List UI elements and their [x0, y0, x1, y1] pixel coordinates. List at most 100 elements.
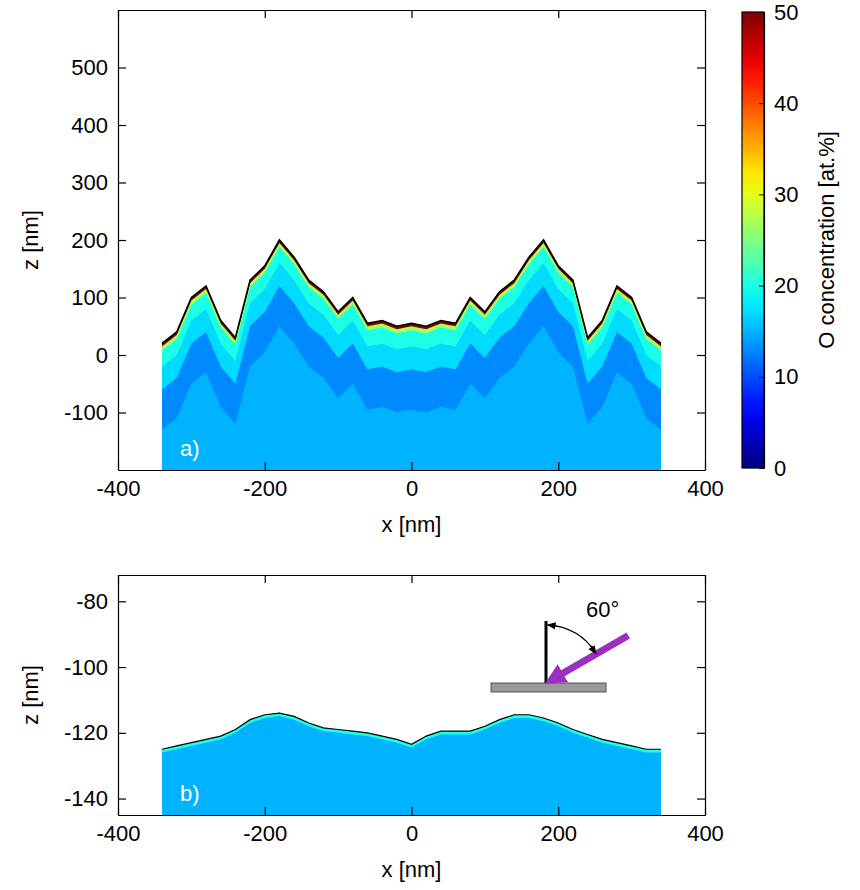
tick: 20: [759, 273, 798, 298]
tick-mark: [697, 355, 705, 356]
tick-mark: [558, 575, 559, 583]
panel-label: a): [180, 436, 200, 461]
concentration-layer: [162, 713, 661, 815]
plot-area: [162, 713, 661, 815]
tick-mark: [697, 733, 705, 734]
tick-mark: [558, 807, 559, 815]
tick-label: -80: [76, 589, 108, 614]
tick-mark: [265, 10, 266, 18]
tick-mark: [759, 377, 764, 378]
tick: 200: [540, 462, 577, 501]
tick-label: 10: [774, 364, 798, 389]
tick: -200: [243, 462, 287, 501]
panel-label: b): [180, 781, 200, 806]
tick-label: 0: [406, 476, 418, 501]
plot-area: [162, 240, 661, 470]
tick-label: -400: [96, 476, 140, 501]
tick-mark: [118, 412, 126, 413]
tick: 0: [96, 343, 126, 368]
tick: 10: [759, 364, 798, 389]
tick: -100: [64, 655, 126, 680]
tick: 400: [71, 113, 126, 138]
figure: -400-2000200400-1000100200300400500x [nm…: [0, 0, 860, 890]
axis: -400 -200 0 200 400: [96, 462, 723, 501]
tick-mark: [697, 667, 705, 668]
panel: -400-2000200400-140-120-100-80x [nm]z [n…: [18, 575, 724, 882]
axis: [697, 576, 706, 816]
x-axis-title: x [nm]: [382, 512, 442, 537]
angle-arrow: [548, 624, 557, 626]
tick: -200: [243, 807, 287, 846]
tick: [265, 10, 266, 18]
tick: [697, 355, 705, 356]
tick-mark: [411, 10, 412, 18]
tick: 40: [759, 91, 798, 116]
tick-label: -100: [64, 655, 108, 680]
tick: [412, 575, 413, 583]
tick-mark: [265, 807, 266, 815]
tick: 0: [406, 807, 418, 846]
tick-label: 0: [774, 456, 786, 481]
concentration-layer: [162, 240, 661, 470]
axis-line: [119, 815, 706, 816]
tick-label: -120: [64, 720, 108, 745]
tick-mark: [118, 125, 126, 126]
tick-mark: [759, 194, 764, 195]
axis: [697, 11, 706, 471]
tick: [558, 575, 559, 583]
concentration-layer: [162, 263, 661, 470]
tick: 100: [71, 285, 126, 310]
tick: 0: [759, 456, 786, 481]
concentration-layer: [162, 286, 661, 470]
tick-mark: [697, 125, 705, 126]
tick-label: 400: [71, 113, 108, 138]
tick-mark: [118, 733, 126, 734]
tick-label: 0: [406, 821, 418, 846]
angle-arc: [548, 625, 595, 653]
tick: [265, 575, 266, 583]
tick-mark: [118, 798, 126, 799]
tick: -80: [76, 589, 126, 614]
tick-mark: [759, 103, 764, 104]
tick: 30: [759, 182, 798, 207]
tick-mark: [118, 67, 126, 68]
tick-mark: [697, 297, 705, 298]
sample-plate: [491, 683, 606, 692]
concentration-layer: [162, 326, 661, 470]
tick-label: 0: [96, 343, 108, 368]
concentration-layer: [162, 716, 661, 815]
tick-mark: [411, 575, 412, 583]
surface-line: [162, 240, 661, 344]
tick-mark: [118, 297, 126, 298]
tick-label: 200: [540, 476, 577, 501]
tick-mark: [558, 462, 559, 470]
axis-line: [764, 13, 765, 469]
tick-mark: [697, 601, 705, 602]
tick-label: 200: [71, 228, 108, 253]
tick: [697, 298, 705, 299]
tick: 500: [71, 55, 126, 80]
tick: 0: [406, 462, 418, 501]
tick: [558, 10, 559, 18]
tick-label: -200: [243, 476, 287, 501]
surface-line: [162, 713, 661, 749]
tick-label: 400: [687, 476, 724, 501]
tick-mark: [697, 412, 705, 413]
axis-line: [705, 11, 706, 471]
tick-label: 30: [774, 182, 798, 207]
tick: 200: [540, 807, 577, 846]
tick-mark: [759, 286, 764, 287]
tick-mark: [697, 67, 705, 68]
tick: 200: [71, 228, 126, 253]
incidence-sketch: 60°: [491, 597, 628, 692]
axis: [119, 10, 706, 18]
axis-line: [119, 470, 706, 471]
axis: -140-120-100-80: [64, 576, 126, 816]
tick-label: 400: [687, 821, 724, 846]
tick: -120: [64, 720, 126, 745]
tick-mark: [118, 182, 126, 183]
tick: [697, 240, 705, 241]
tick: [697, 413, 705, 414]
tick-label: 500: [71, 55, 108, 80]
tick-label: -400: [96, 821, 140, 846]
